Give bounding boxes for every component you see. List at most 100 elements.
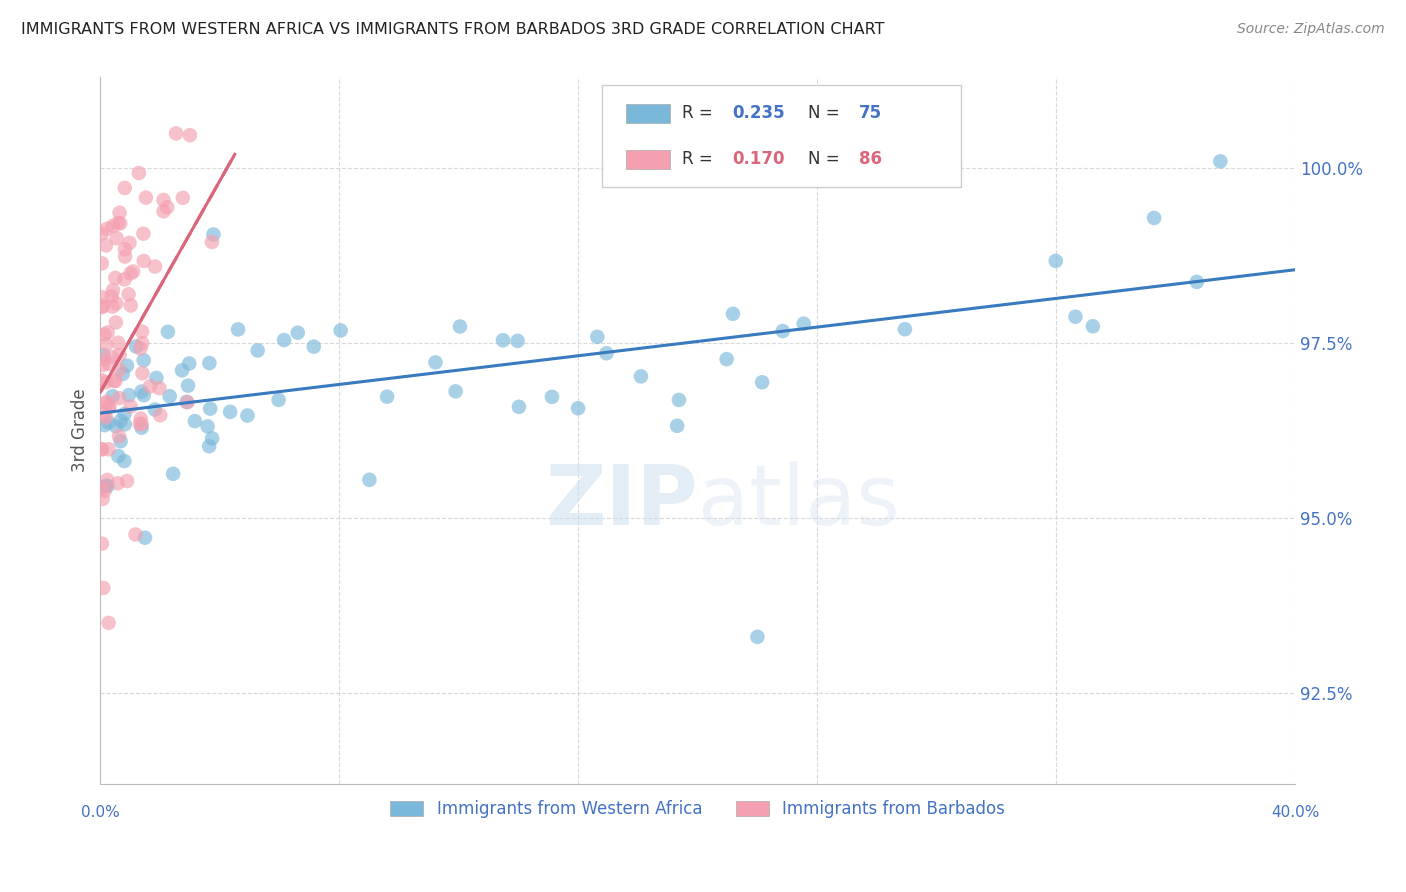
Point — [94, 376, 117, 390]
Text: Source: ZipAtlas.com: Source: ZipAtlas.com — [1237, 22, 1385, 37]
Point — [104, 315, 127, 329]
Point — [135, 191, 157, 205]
Point — [104, 419, 127, 434]
Point — [202, 227, 225, 242]
FancyBboxPatch shape — [626, 150, 671, 169]
Text: ZIP: ZIP — [546, 460, 697, 541]
Text: 86: 86 — [859, 151, 882, 169]
Point — [329, 323, 352, 337]
Point — [149, 408, 172, 422]
Point — [508, 400, 530, 414]
Point — [128, 417, 150, 431]
Point — [668, 392, 690, 407]
Point — [90, 373, 112, 387]
Point — [110, 414, 132, 428]
Point — [110, 216, 132, 230]
Point — [91, 481, 114, 495]
Point — [108, 205, 131, 219]
Point — [90, 442, 112, 457]
Point — [111, 367, 134, 381]
Point — [94, 478, 117, 492]
Y-axis label: 3rd Grade: 3rd Grade — [72, 389, 89, 473]
Point — [506, 334, 529, 348]
Point — [1143, 211, 1166, 225]
Point — [492, 333, 515, 347]
Point — [93, 483, 115, 498]
Point — [100, 350, 122, 364]
Point — [302, 340, 325, 354]
Point — [94, 238, 117, 252]
Point — [114, 272, 136, 286]
Point — [90, 300, 112, 314]
Point — [148, 381, 170, 395]
FancyBboxPatch shape — [626, 104, 671, 122]
Point — [129, 411, 152, 425]
Point — [107, 335, 129, 350]
Point — [716, 352, 738, 367]
Point — [110, 434, 132, 449]
Point — [894, 322, 917, 336]
Point — [97, 416, 120, 430]
Point — [93, 408, 115, 422]
Point — [96, 473, 118, 487]
Point — [91, 358, 114, 372]
Point — [567, 401, 589, 416]
Point — [107, 216, 129, 230]
Point — [97, 326, 120, 340]
Point — [114, 417, 136, 432]
Point — [105, 296, 128, 310]
Point — [425, 355, 447, 369]
Point — [198, 439, 221, 453]
Point — [131, 336, 153, 351]
Text: N =: N = — [807, 104, 845, 122]
Point — [131, 384, 153, 399]
Point — [1081, 319, 1104, 334]
Point — [132, 353, 155, 368]
Point — [179, 128, 201, 143]
FancyBboxPatch shape — [602, 85, 960, 187]
Point — [91, 290, 114, 304]
Text: 40.0%: 40.0% — [1271, 805, 1319, 820]
Point — [152, 193, 174, 207]
Point — [124, 527, 146, 541]
Point — [101, 283, 124, 297]
Text: 0.170: 0.170 — [733, 151, 785, 169]
Point — [152, 204, 174, 219]
Point — [112, 454, 135, 468]
Point — [90, 227, 112, 241]
Point — [96, 221, 118, 235]
Point — [93, 351, 115, 366]
Point — [94, 410, 117, 425]
Point — [97, 401, 120, 415]
Point — [721, 307, 744, 321]
Point — [143, 260, 166, 274]
Text: R =: R = — [682, 151, 718, 169]
Point — [91, 299, 114, 313]
Point — [96, 479, 118, 493]
Point — [128, 166, 150, 180]
Point — [179, 357, 201, 371]
Point — [104, 374, 127, 388]
Point — [630, 369, 652, 384]
Point — [98, 357, 121, 371]
Text: 0.0%: 0.0% — [82, 805, 120, 820]
Point — [198, 356, 221, 370]
Point — [219, 405, 242, 419]
Point — [129, 342, 152, 356]
Point — [287, 326, 309, 340]
Point — [131, 366, 153, 380]
Point — [103, 374, 125, 388]
Point — [93, 418, 115, 433]
Point — [595, 346, 617, 360]
Point — [772, 324, 794, 338]
Point — [449, 319, 471, 334]
Point — [107, 476, 129, 491]
Text: atlas: atlas — [697, 460, 900, 541]
Point — [118, 388, 141, 402]
Point — [444, 384, 467, 399]
Point — [177, 378, 200, 392]
Point — [165, 127, 187, 141]
Point — [91, 348, 114, 362]
Point — [125, 339, 148, 353]
Point — [1209, 154, 1232, 169]
